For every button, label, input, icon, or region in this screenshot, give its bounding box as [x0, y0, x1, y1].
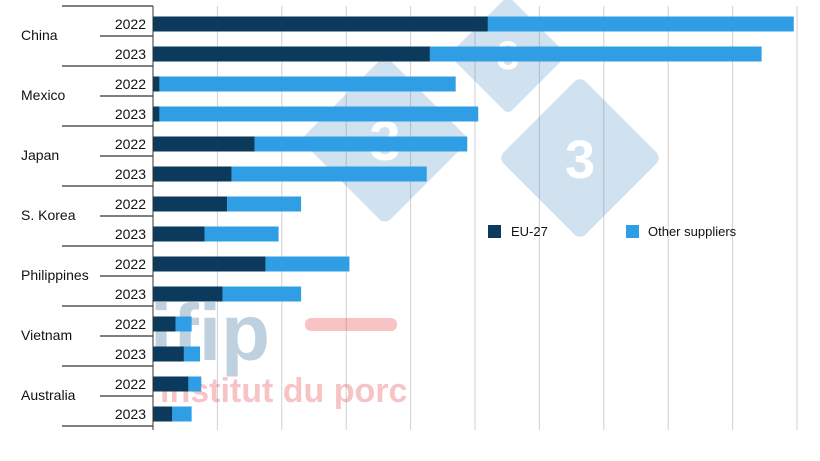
year-tick-label: 2022 [115, 196, 146, 212]
bar-other-suppliers [183, 346, 201, 362]
year-tick-label: 2023 [115, 406, 146, 422]
year-tick-label: 2022 [115, 16, 146, 32]
category-label: Philippines [21, 267, 89, 283]
legend: EU-27 Other suppliers [488, 224, 737, 239]
badge-digit-3: 3 [565, 130, 595, 190]
year-tick-label: 2023 [115, 346, 146, 362]
year-tick-label: 2022 [115, 376, 146, 392]
bar-eu-27 [153, 406, 173, 422]
category-label: Vietnam [21, 327, 72, 343]
bar-eu-27 [153, 46, 430, 62]
bar-eu-27 [153, 136, 255, 152]
bar-other-suppliers [265, 256, 350, 272]
bar-other-suppliers [172, 406, 192, 422]
bar-eu-27 [153, 76, 160, 92]
year-tick-label: 2023 [115, 286, 146, 302]
bar-other-suppliers [175, 316, 192, 332]
bar-other-suppliers [231, 166, 427, 182]
bar-eu-27 [153, 346, 184, 362]
badge-watermark-3: 3 [501, 79, 659, 237]
bar-eu-27 [153, 226, 205, 242]
category-label: China [21, 27, 58, 43]
year-tick-label: 2022 [115, 256, 146, 272]
bar-eu-27 [153, 166, 232, 182]
brand-watermark-logo: ifip [150, 288, 270, 377]
bars [153, 16, 794, 422]
bar-other-suppliers [188, 376, 202, 392]
year-tick-label: 2022 [115, 76, 146, 92]
bar-other-suppliers [159, 106, 479, 122]
legend-label-other-suppliers: Other suppliers [648, 224, 737, 239]
year-tick-label: 2023 [115, 166, 146, 182]
year-tick-label: 2023 [115, 106, 146, 122]
bar-eu-27 [153, 316, 176, 332]
bar-other-suppliers [487, 16, 794, 32]
year-tick-label: 2023 [115, 46, 146, 62]
bar-other-suppliers [159, 76, 456, 92]
bar-other-suppliers [254, 136, 468, 152]
bar-other-suppliers [204, 226, 279, 242]
year-tick-label: 2022 [115, 136, 146, 152]
category-axis: China 2022 2023 Mexico 2022 2023 Japan 2022 2023… [21, 5, 154, 430]
year-tick-label: 2022 [115, 316, 146, 332]
legend-swatch-eu-27 [488, 225, 501, 238]
category-label: Australia [21, 387, 76, 403]
bar-eu-27 [153, 256, 266, 272]
category-label: Mexico [21, 87, 66, 103]
bar-eu-27 [153, 196, 228, 212]
bar-other-suppliers [227, 196, 302, 212]
bar-other-suppliers [429, 46, 762, 62]
legend-label-eu-27: EU-27 [511, 224, 548, 239]
category-label: Japan [21, 147, 59, 163]
brand-watermark-bar [305, 318, 397, 331]
legend-swatch-other-suppliers [626, 225, 639, 238]
bar-eu-27 [153, 376, 189, 392]
bar-other-suppliers [222, 286, 302, 302]
category-label: S. Korea [21, 207, 76, 223]
year-tick-label: 2023 [115, 226, 146, 242]
bar-eu-27 [153, 286, 223, 302]
bar-eu-27 [153, 106, 160, 122]
bar-eu-27 [153, 16, 488, 32]
brand-watermark: ifip institut du porc [150, 288, 407, 410]
